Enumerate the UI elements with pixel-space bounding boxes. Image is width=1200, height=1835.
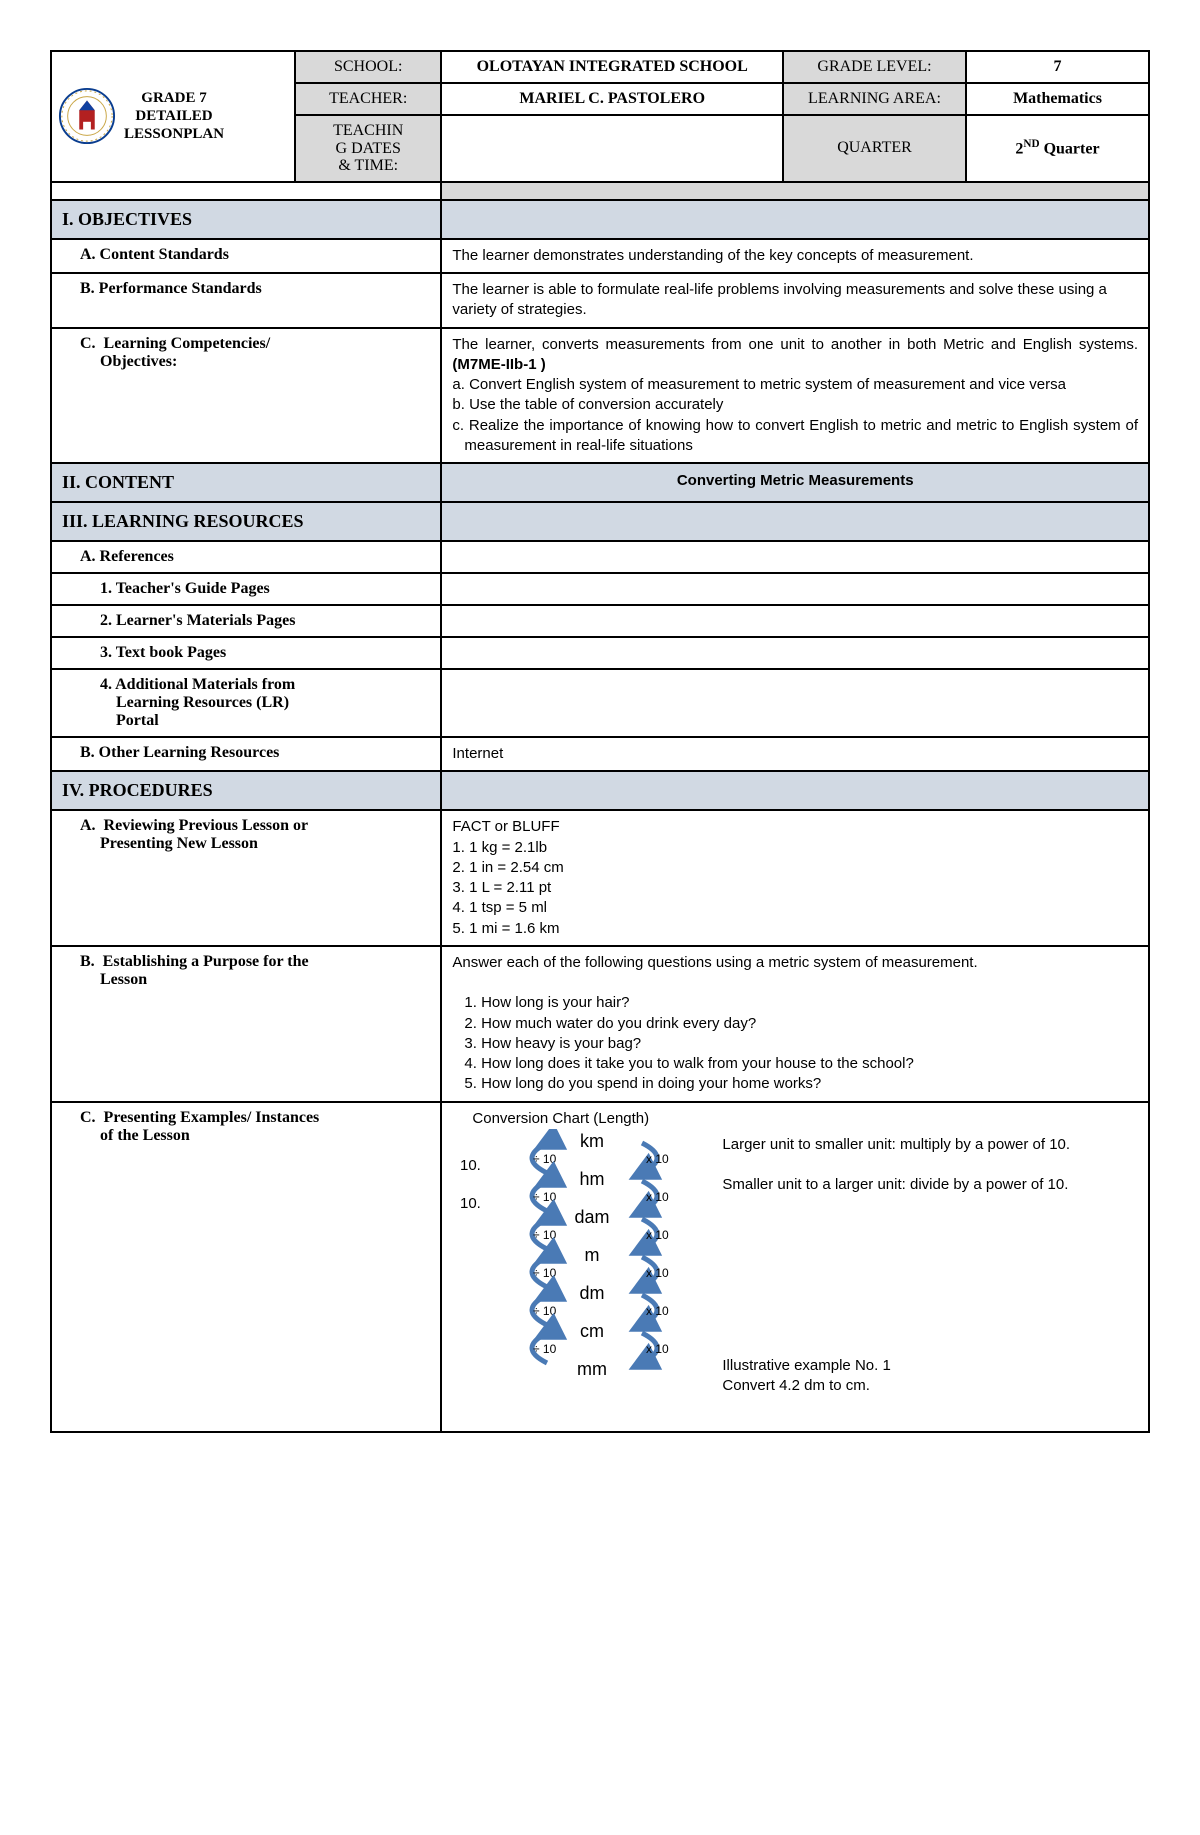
row-other-resources: Internet <box>441 737 1149 771</box>
plan-title: GRADE 7 DETAILED LESSONPLAN <box>124 89 224 143</box>
value-dates <box>441 115 783 182</box>
section-content: II. CONTENT <box>51 463 441 502</box>
label-teacher: TEACHER: <box>295 83 441 115</box>
row-other-resources-label: B. Other Learning Resources <box>51 737 441 771</box>
section-procedures: IV. PROCEDURES <box>51 771 441 810</box>
svg-text:÷ 10: ÷ 10 <box>533 1304 557 1318</box>
label-dates: TEACHING DATES& TIME: <box>295 115 441 182</box>
svg-text:10.: 10. <box>460 1195 481 1212</box>
svg-text:÷ 10: ÷ 10 <box>533 1228 557 1242</box>
svg-text:dam: dam <box>575 1207 610 1227</box>
label-quarter: QUARTER <box>783 115 966 182</box>
value-teacher: MARIEL C. PASTOLERO <box>441 83 783 115</box>
value-grade-level: 7 <box>966 51 1149 83</box>
row-references-label: A. References <box>51 541 441 573</box>
row-content-standards-label: A. Content Standards <box>51 239 441 273</box>
row-competencies: The learner, converts measurements from … <box>441 328 1149 464</box>
value-quarter: 2ND Quarter <box>966 115 1149 182</box>
row-performance-standards: The learner is able to formulate real-li… <box>441 273 1149 328</box>
svg-text:÷ 10: ÷ 10 <box>533 1266 557 1280</box>
section-resources: III. LEARNING RESOURCES <box>51 502 441 541</box>
value-learning-area: Mathematics <box>966 83 1149 115</box>
svg-text:mm: mm <box>577 1359 607 1379</box>
svg-text:hm: hm <box>580 1169 605 1189</box>
svg-text:dm: dm <box>580 1283 605 1303</box>
row-additional-label: 4. Additional Materials from Learning Re… <box>51 669 441 737</box>
value-school: OLOTAYAN INTEGRATED SCHOOL <box>441 51 783 83</box>
content-value: Converting Metric Measurements <box>441 463 1149 502</box>
deped-logo <box>58 87 116 145</box>
row-proc-b-label: B. Establishing a Purpose for the Lesson <box>51 946 441 1102</box>
label-learning-area: LEARNING AREA: <box>783 83 966 115</box>
svg-text:÷ 10: ÷ 10 <box>533 1342 557 1356</box>
svg-text:x 10: x 10 <box>646 1228 669 1242</box>
label-school: SCHOOL: <box>295 51 441 83</box>
svg-text:x 10: x 10 <box>646 1342 669 1356</box>
svg-text:km: km <box>580 1131 604 1151</box>
svg-text:x 10: x 10 <box>646 1190 669 1204</box>
row-competencies-label: C. Learning Competencies/ Objectives: <box>51 328 441 464</box>
svg-text:m: m <box>585 1245 600 1265</box>
row-proc-a-label: A. Reviewing Previous Lesson or Presenti… <box>51 810 441 946</box>
row-proc-c-label: C. Presenting Examples/ Instances of the… <box>51 1102 441 1433</box>
label-grade-level: GRADE LEVEL: <box>783 51 966 83</box>
row-proc-a: FACT or BLUFF 1. 1 kg = 2.1lb 2. 1 in = … <box>441 810 1149 946</box>
row-performance-standards-label: B. Performance Standards <box>51 273 441 328</box>
row-teachers-guide-label: 1. Teacher's Guide Pages <box>51 573 441 605</box>
conversion-chart: km hm dam m dm cm mm 10. 10. ÷ 10 x 10 ÷ 10 x 10 ÷ 10… <box>452 1129 712 1425</box>
row-textbook-label: 3. Text book Pages <box>51 637 441 669</box>
svg-text:x 10: x 10 <box>646 1266 669 1280</box>
svg-text:10.: 10. <box>460 1157 481 1174</box>
svg-text:x 10: x 10 <box>646 1152 669 1166</box>
svg-text:÷ 10: ÷ 10 <box>533 1190 557 1204</box>
svg-text:cm: cm <box>580 1321 604 1341</box>
lesson-plan-table: GRADE 7 DETAILED LESSONPLAN SCHOOL: OLOT… <box>50 50 1150 1433</box>
row-learners-materials-label: 2. Learner's Materials Pages <box>51 605 441 637</box>
row-proc-c: Conversion Chart (Length) kmhmdammdmcmmm… <box>441 1102 1149 1433</box>
row-content-standards: The learner demonstrates understanding o… <box>441 239 1149 273</box>
svg-text:÷ 10: ÷ 10 <box>533 1152 557 1166</box>
row-proc-b: Answer each of the following questions u… <box>441 946 1149 1102</box>
svg-text:x 10: x 10 <box>646 1304 669 1318</box>
section-objectives: I. OBJECTIVES <box>51 200 441 239</box>
